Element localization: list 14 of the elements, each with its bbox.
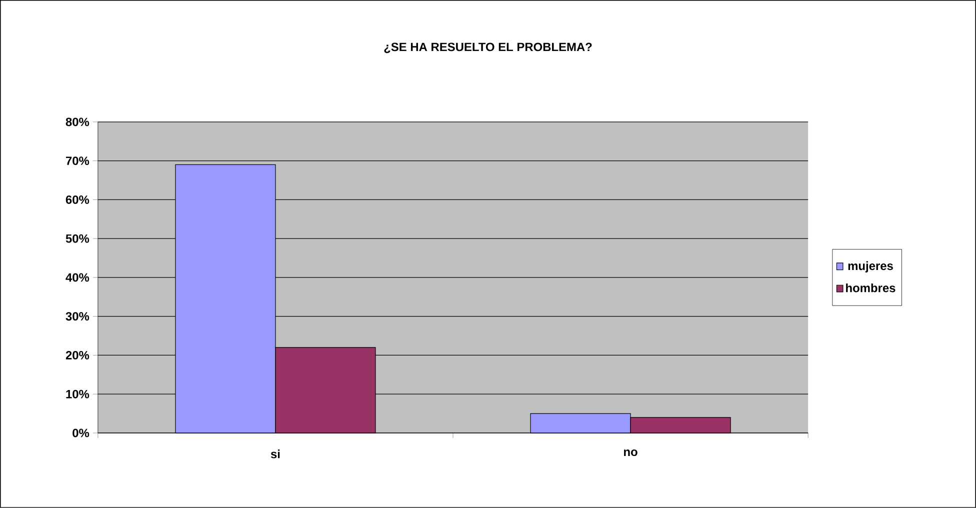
y-tick-label: 30% bbox=[66, 312, 90, 321]
y-tick-label: 10% bbox=[66, 390, 90, 398]
y-tick-label: 20% bbox=[66, 351, 90, 360]
chart-title: ¿SE HA RESUELTO EL PROBLEMA? bbox=[384, 42, 592, 54]
y-tick-label: 60% bbox=[66, 196, 90, 204]
y-tick-label: 50% bbox=[66, 234, 90, 243]
legend-label: mujeres bbox=[848, 261, 893, 272]
x-tick-label: si bbox=[270, 450, 280, 458]
y-tick-label: 80% bbox=[66, 118, 90, 126]
legend-label: hombres bbox=[846, 283, 896, 292]
y-tick-label: 0% bbox=[72, 428, 90, 438]
x-tick-label: no bbox=[624, 450, 638, 456]
y-tick-label: 40% bbox=[66, 273, 90, 282]
y-tick-label: 70% bbox=[66, 156, 90, 166]
